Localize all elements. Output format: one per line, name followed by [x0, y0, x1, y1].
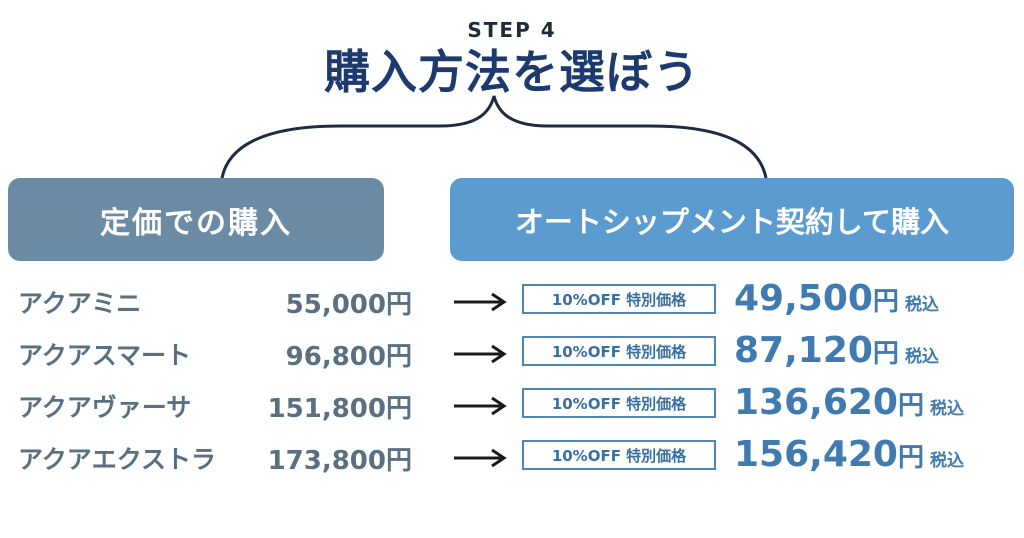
sale-price-value: 49,500 [734, 278, 873, 319]
curly-brace-connector [220, 95, 768, 179]
price-row: アクアエクストラ 173,800円 10%OFF 特別価格 156,420円 税込 [0, 434, 1024, 482]
right-arrow-icon [454, 344, 507, 364]
currency-unit: 円 [872, 339, 899, 369]
product-name: アクアミニ [18, 289, 142, 318]
currency-unit: 円 [897, 391, 924, 421]
tax-included-label: 税込 [929, 399, 964, 419]
regular-price: 96,800円 [285, 342, 412, 372]
page-title: 購入方法を選ぼう [324, 45, 700, 99]
step-label: STEP 4 [467, 18, 557, 42]
right-arrow-icon [454, 396, 507, 416]
sale-price: 136,620円 税込 [734, 380, 964, 432]
sale-price-value: 136,620 [734, 382, 898, 423]
regular-price-option: 定価での購入 [8, 178, 384, 261]
regular-price: 173,800円 [267, 446, 412, 476]
discount-badge: 10%OFF 特別価格 [522, 336, 716, 366]
sale-price: 156,420円 税込 [734, 432, 964, 484]
discount-badge: 10%OFF 特別価格 [522, 440, 716, 470]
sale-price: 87,120円 税込 [734, 328, 939, 380]
sale-price: 49,500円 税込 [734, 276, 939, 328]
price-row: アクアスマート 96,800円 10%OFF 特別価格 87,120円 税込 [0, 330, 1024, 378]
currency-unit: 円 [897, 443, 924, 473]
regular-price: 55,000円 [285, 290, 412, 320]
discount-badge: 10%OFF 特別価格 [522, 388, 716, 418]
product-name: アクアエクストラ [18, 445, 217, 474]
product-name: アクアヴァーサ [18, 393, 192, 422]
right-arrow-icon [454, 292, 507, 312]
currency-unit: 円 [872, 287, 899, 317]
sale-price-value: 87,120 [734, 330, 873, 371]
subscription-option: オートシップメント契約して購入 [450, 178, 1014, 261]
tax-included-label: 税込 [929, 451, 964, 471]
product-name: アクアスマート [18, 341, 192, 370]
regular-price: 151,800円 [267, 394, 412, 424]
discount-badge: 10%OFF 特別価格 [522, 284, 716, 314]
price-row: アクアミニ 55,000円 10%OFF 特別価格 49,500円 税込 [0, 278, 1024, 326]
price-row: アクアヴァーサ 151,800円 10%OFF 特別価格 136,620円 税込 [0, 382, 1024, 430]
sale-price-value: 156,420 [734, 434, 898, 475]
tax-included-label: 税込 [904, 347, 939, 367]
right-arrow-icon [454, 448, 507, 468]
tax-included-label: 税込 [904, 295, 939, 315]
